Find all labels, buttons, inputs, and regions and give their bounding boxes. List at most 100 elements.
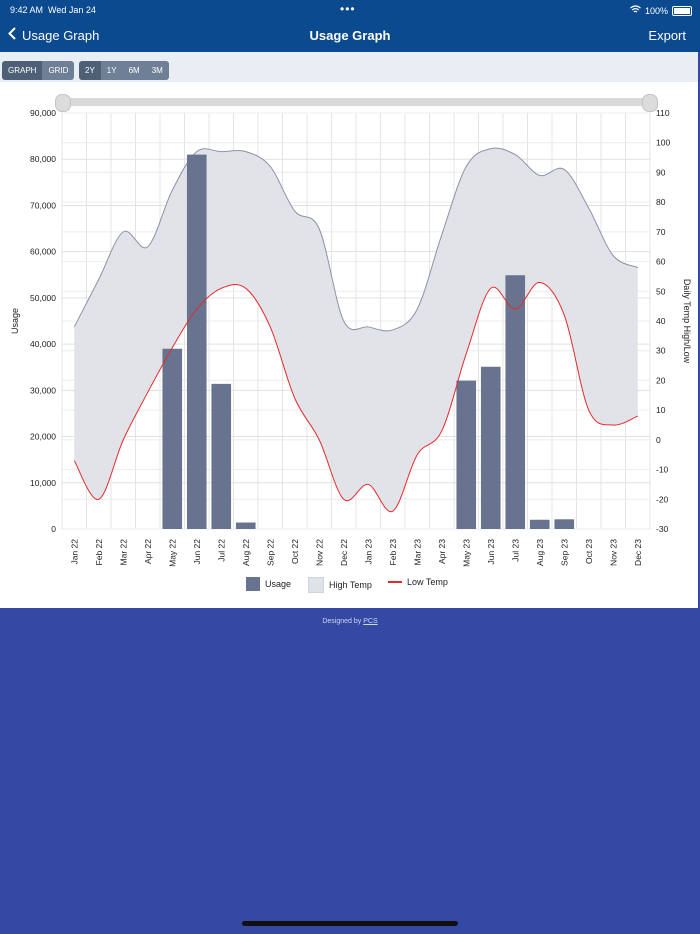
status-time: 9:42 AM Wed Jan 24 <box>10 5 96 15</box>
x-tick-label: Apr 23 <box>437 539 447 564</box>
range-2y[interactable]: 2Y <box>79 61 101 80</box>
x-tick-label: Oct 22 <box>290 539 300 564</box>
y-left-tick-label: 70,000 <box>30 200 56 210</box>
low-temp-swatch <box>388 581 402 583</box>
y-left-tick-label: 30,000 <box>30 385 56 395</box>
x-tick-label: Aug 22 <box>241 539 251 566</box>
legend-high-temp[interactable]: High Temp <box>308 577 372 593</box>
y-left-tick-label: 0 <box>51 524 56 534</box>
graph-panel: GRAPH GRID 2Y 1Y 6M 3M 0 10,000 20,000 30,0… <box>0 52 698 608</box>
y-right-tick-label: -20 <box>656 494 669 504</box>
y-right-tick-label: 60 <box>656 257 666 267</box>
usage-bar <box>211 383 232 529</box>
x-tick-label: Jul 23 <box>510 539 520 562</box>
range-6m[interactable]: 6M <box>122 61 146 80</box>
usage-chart: 0 10,000 20,000 30,000 40,000 50,000 60,000 70,… <box>10 108 692 567</box>
x-tick-label: May 23 <box>461 539 471 567</box>
y-left-tick-label: 20,000 <box>30 432 56 442</box>
footer-text: Designed by <box>322 618 362 625</box>
y-right-tick-label: 0 <box>656 435 661 445</box>
y-right-tick-label: 90 <box>656 167 666 177</box>
y-left-axis-title: Usage <box>10 308 20 334</box>
y-left-tick-label: 80,000 <box>30 154 56 164</box>
y-right-tick-label: 40 <box>656 316 666 326</box>
x-tick-label: Sep 23 <box>559 539 569 566</box>
x-tick-label: Nov 22 <box>314 539 324 566</box>
y-right-tick-label: 100 <box>656 138 670 148</box>
nav-bar: Usage Graph Usage Graph Export <box>0 20 700 52</box>
x-tick-label: Feb 23 <box>388 539 398 566</box>
home-indicator[interactable] <box>242 921 458 926</box>
range-slider-track[interactable] <box>62 98 650 106</box>
multitasking-dots-icon[interactable]: ••• <box>340 2 356 16</box>
x-tick-label: Mar 23 <box>412 539 422 566</box>
back-button[interactable]: Usage Graph <box>8 27 99 43</box>
y-right-tick-label: 110 <box>656 108 670 118</box>
y-right-tick-label: 10 <box>656 405 666 415</box>
y-left-tick-label: 50,000 <box>30 293 56 303</box>
x-tick-label: Dec 23 <box>633 539 643 566</box>
x-tick-label: May 22 <box>167 539 177 567</box>
x-tick-label: Oct 23 <box>584 539 594 564</box>
battery-percent: 100% <box>644 5 668 16</box>
range-slider-right-handle[interactable] <box>642 94 658 112</box>
range-3m[interactable]: 3M <box>145 61 169 80</box>
range-slider-left-handle[interactable] <box>55 94 71 112</box>
high-temp-line <box>73 147 638 332</box>
usage-bar <box>505 275 526 529</box>
y-right-tick-label: -10 <box>656 465 669 475</box>
chevron-left-icon <box>8 27 16 43</box>
x-tick-label: Jan 22 <box>69 539 79 565</box>
y-left-tick-label: 40,000 <box>30 339 56 349</box>
graph-toolbar: GRAPH GRID 2Y 1Y 6M 3M <box>0 52 698 82</box>
range-1y[interactable]: 1Y <box>100 61 123 80</box>
x-tick-label: Jun 22 <box>192 539 202 565</box>
low-temp-line <box>73 281 638 513</box>
chart-legend: Usage High Temp Low Temp <box>0 577 698 595</box>
usage-bar <box>162 348 183 529</box>
y-right-tick-label: 30 <box>656 346 666 356</box>
y-right-tick-label: 20 <box>656 375 666 385</box>
y-right-tick-label: 70 <box>656 227 666 237</box>
x-tick-label: Dec 22 <box>339 539 349 566</box>
footer-link[interactable]: PCS <box>363 618 378 625</box>
legend-low-temp[interactable]: Low Temp <box>388 577 448 587</box>
usage-bar <box>186 154 207 529</box>
usage-bar <box>456 380 477 529</box>
legend-usage[interactable]: Usage <box>246 577 291 591</box>
status-right: 100% <box>630 5 692 16</box>
x-tick-label: Jan 23 <box>363 539 373 565</box>
usage-bar <box>529 519 550 529</box>
high-temp-swatch <box>308 577 324 593</box>
y-right-axis-title: Daily Temp High/Low <box>682 279 692 364</box>
y-right-tick-label: -30 <box>656 524 669 534</box>
footer: Designed by PCS <box>0 618 700 625</box>
x-tick-label: Sep 22 <box>265 539 275 566</box>
x-tick-label: Jun 23 <box>486 539 496 565</box>
export-button[interactable]: Export <box>648 28 686 43</box>
battery-icon <box>672 5 692 16</box>
view-toggle: GRAPH GRID <box>2 61 75 80</box>
page-title: Usage Graph <box>309 28 391 43</box>
y-left-tick-label: 10,000 <box>30 478 56 488</box>
grid-tab[interactable]: GRID <box>42 61 75 80</box>
y-left-tick-label: 60,000 <box>30 247 56 257</box>
usage-swatch <box>246 577 260 591</box>
back-label: Usage Graph <box>22 27 100 43</box>
y-left-tick-label: 90,000 <box>30 108 56 118</box>
x-tick-label: Aug 23 <box>535 539 545 566</box>
status-bar: 9:42 AM Wed Jan 24 ••• 100% <box>0 0 700 20</box>
x-tick-label: Mar 22 <box>118 539 128 566</box>
y-right-tick-label: 50 <box>656 286 666 296</box>
x-tick-label: Nov 23 <box>608 539 618 566</box>
y-right-tick-label: 80 <box>656 197 666 207</box>
usage-bar <box>480 366 501 529</box>
graph-tab[interactable]: GRAPH <box>2 61 43 80</box>
usage-bar <box>235 522 256 529</box>
range-toggle: 2Y 1Y 6M 3M <box>79 61 169 80</box>
x-tick-label: Apr 22 <box>143 539 153 564</box>
usage-bar <box>554 519 575 529</box>
x-tick-label: Feb 22 <box>94 539 104 566</box>
x-tick-label: Jul 22 <box>216 539 226 562</box>
wifi-icon <box>630 5 641 16</box>
